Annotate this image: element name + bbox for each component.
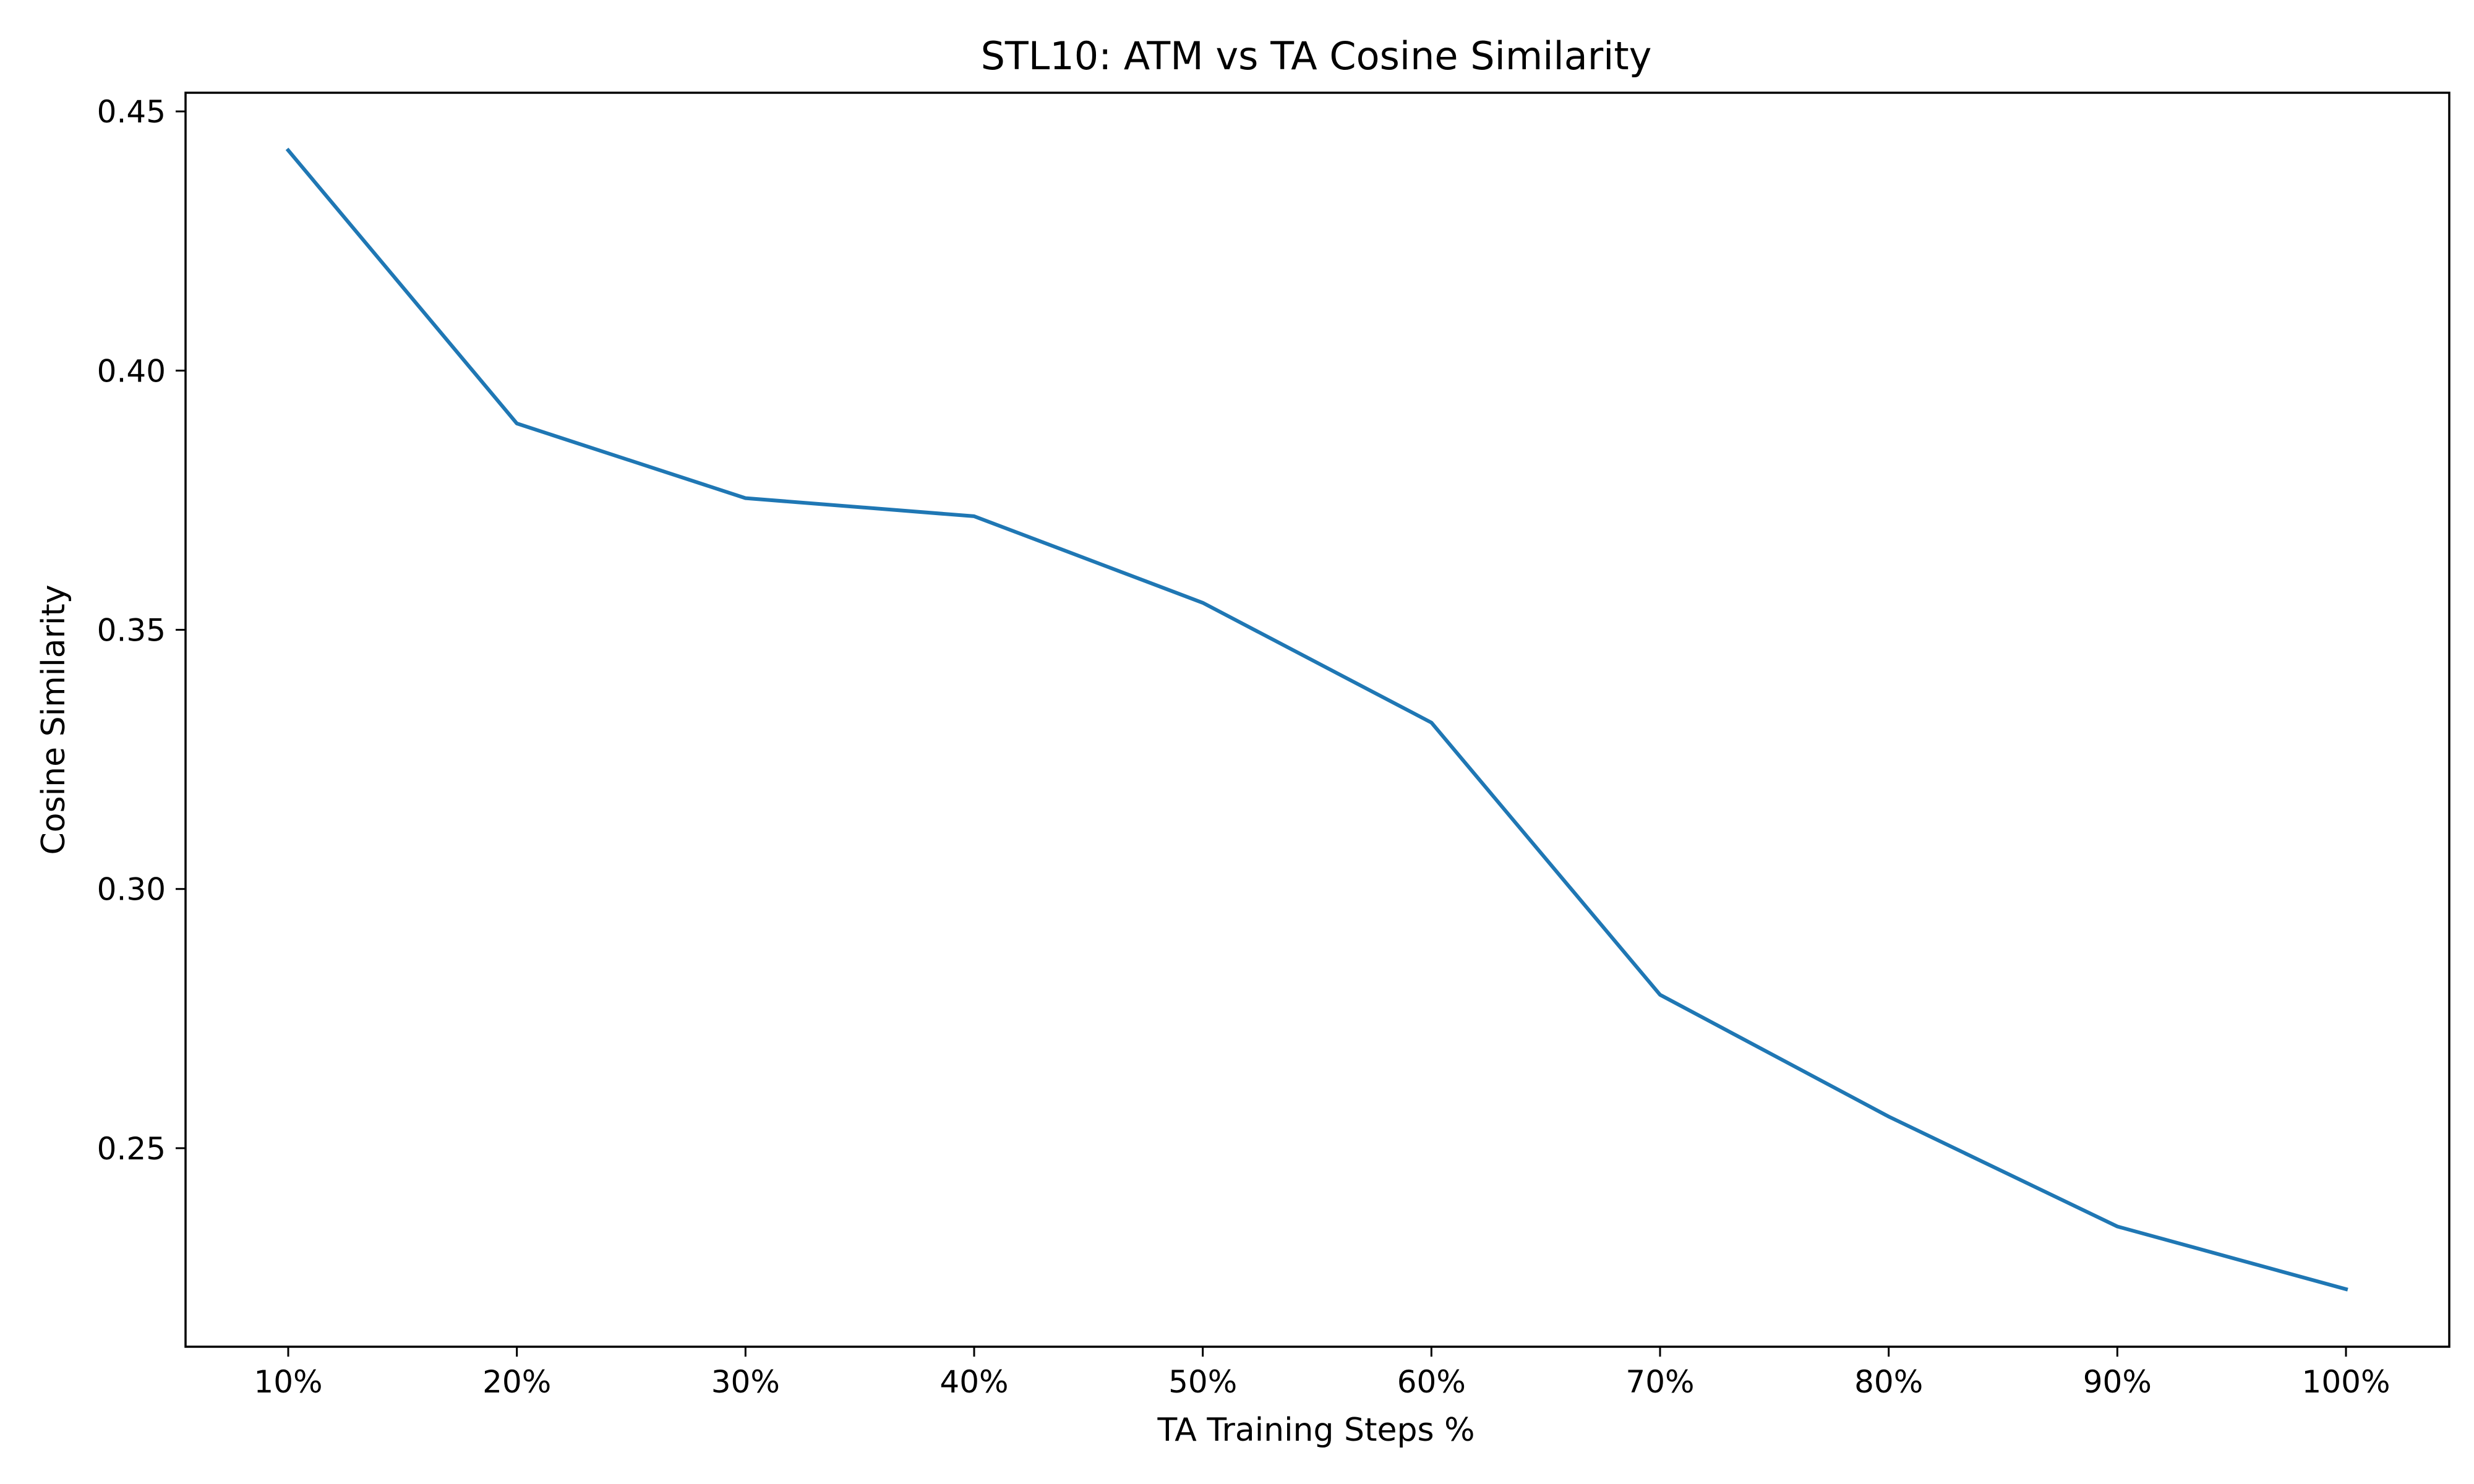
series-line xyxy=(285,147,2348,1292)
y-tick-label: 0.35 xyxy=(97,613,166,649)
chart-title: STL10: ATM vs TA Cosine Similarity xyxy=(981,33,1652,79)
axes-frame xyxy=(184,92,2450,1348)
series-group xyxy=(285,147,2348,1292)
x-tick-label: 80% xyxy=(1854,1364,1923,1400)
x-tick-label: 20% xyxy=(482,1364,551,1400)
y-tick-label: 0.30 xyxy=(97,872,166,908)
plot-area xyxy=(184,92,2450,1348)
y-axis: 0.25 0.30 0.35 0.40 0.45 xyxy=(97,94,186,1167)
x-tick-label: 10% xyxy=(254,1364,322,1400)
x-tick-label: 70% xyxy=(1625,1364,1694,1400)
x-tick-label: 90% xyxy=(2083,1364,2152,1400)
x-tick-label: 30% xyxy=(711,1364,780,1400)
x-tick-label: 50% xyxy=(1168,1364,1237,1400)
y-tick-label: 0.25 xyxy=(97,1131,166,1167)
x-tick-label: 40% xyxy=(940,1364,1008,1400)
x-tick-label: 60% xyxy=(1397,1364,1466,1400)
y-tick-label: 0.40 xyxy=(97,353,166,389)
y-tick-label: 0.45 xyxy=(97,94,166,130)
x-axis: 10% 20% 30% 40% 50% 60% 70% 80% 90% 100% xyxy=(254,1347,2390,1400)
y-axis-label: Cosine Similarity xyxy=(35,585,72,855)
x-axis-label: TA Training Steps % xyxy=(1157,1412,1475,1449)
x-tick-label: 100% xyxy=(2302,1364,2391,1400)
